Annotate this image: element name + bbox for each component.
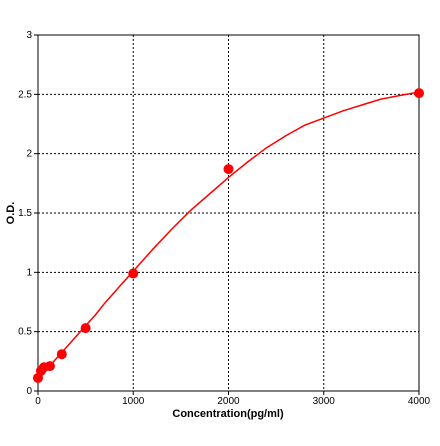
data-points — [33, 88, 424, 383]
fitted-curve-line — [37, 91, 420, 377]
x-tick-label: 4000 — [408, 396, 431, 407]
y-axis-label: O.D. — [5, 202, 17, 225]
x-tick-label: 3000 — [313, 396, 336, 407]
y-tick-label: 0.5 — [18, 327, 32, 338]
x-tick-labels: 0 1000 2000 3000 4000 — [35, 396, 430, 407]
data-point — [80, 323, 91, 334]
y-tick-label: 0 — [26, 386, 32, 397]
data-point — [223, 164, 234, 175]
y-tick-label: 1 — [26, 267, 32, 278]
data-point — [128, 268, 139, 279]
data-point — [44, 361, 55, 372]
fitted-curve — [37, 91, 420, 377]
x-axis-label: Concentration(pg/ml) — [172, 408, 284, 420]
x-tick-label: 0 — [35, 396, 41, 407]
y-tick-label: 3 — [26, 30, 32, 41]
x-tick-label: 2000 — [217, 396, 240, 407]
tick-marks — [34, 34, 420, 395]
y-tick-label: 1.5 — [18, 208, 32, 219]
data-point — [414, 88, 424, 99]
x-tick-label: 1000 — [122, 396, 145, 407]
y-tick-label: 2.5 — [18, 89, 32, 100]
y-tick-labels: 0 0.5 1 1.5 2 2.5 3 — [18, 30, 32, 397]
grid-lines — [38, 35, 419, 391]
y-tick-label: 2 — [26, 149, 32, 160]
data-point — [56, 349, 67, 360]
